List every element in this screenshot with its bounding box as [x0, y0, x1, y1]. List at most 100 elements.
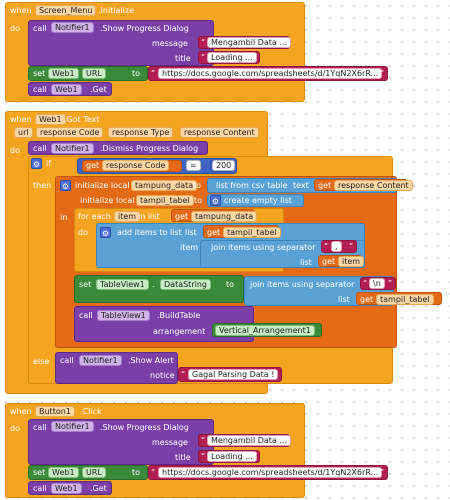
set-keyword: set [79, 280, 92, 289]
close-quote: ” [388, 279, 393, 288]
open-quote: “ [324, 242, 329, 251]
component-dropdown-button[interactable]: Button1 [35, 406, 75, 417]
mutator-gear-icon[interactable]: ⚙ [60, 180, 71, 191]
call-keyword: call [33, 484, 47, 493]
get-keyword: get [360, 295, 374, 304]
var-tampung-data[interactable]: tampung_data [131, 180, 198, 191]
do-keyword: do [10, 24, 20, 33]
message-text[interactable]: Mengambil Data ... [207, 435, 292, 446]
datastring-property-dropdown[interactable]: DataString [160, 279, 211, 290]
text-param-label: text [293, 181, 309, 190]
set-keyword: set [33, 468, 46, 477]
table-component-dropdown[interactable]: TableView1 [97, 310, 150, 321]
open-quote: “ [201, 452, 206, 461]
param-response-code[interactable]: response Code [36, 127, 104, 138]
get-method-name: .Get [90, 484, 107, 493]
tampung-data-dropdown[interactable]: tampung_data [191, 211, 258, 222]
create-empty-list-block[interactable] [207, 194, 304, 207]
separator-comma-text[interactable]: , [331, 241, 342, 252]
url-property-dropdown[interactable]: URL [82, 68, 106, 79]
mutator-gear-icon[interactable]: ⚙ [100, 227, 111, 238]
notifier-dropdown[interactable]: Notifier1 [51, 421, 94, 432]
method-name: .Show Progress Dialog [100, 24, 189, 33]
set-keyword: set [33, 69, 46, 78]
open-quote: “ [151, 69, 156, 78]
call-keyword: call [33, 24, 47, 33]
open-quote: “ [201, 53, 206, 62]
var-tampil-tabel[interactable]: tampil_tabel [136, 195, 194, 206]
param-url[interactable]: url [14, 127, 33, 138]
to-keyword: to [226, 280, 235, 289]
item-variable[interactable]: item [114, 211, 141, 222]
call-keyword: call [60, 356, 74, 365]
close-quote: ” [380, 69, 385, 78]
notifier-dropdown[interactable]: Notifier1 [51, 22, 94, 33]
tampil-tabel-dropdown[interactable]: tampil_tabel [223, 227, 281, 238]
close-quote: ” [253, 53, 258, 62]
when-keyword: when [10, 115, 32, 124]
mutator-gear-icon[interactable]: ⚙ [210, 195, 221, 206]
response-code-dropdown[interactable]: response Code [102, 160, 170, 171]
else-keyword: else [33, 357, 50, 366]
url-text[interactable]: https://docs.google.com/spreadsheets/d/1… [158, 467, 383, 478]
mutator-gear-icon[interactable]: ⚙ [31, 158, 42, 169]
web-component-dropdown[interactable]: Web1 [51, 84, 82, 95]
param-response-type[interactable]: response Type [108, 127, 174, 138]
web-component-dropdown[interactable]: Web1 [48, 467, 79, 478]
close-quote: ” [253, 452, 258, 461]
item-param-label: item [180, 243, 199, 252]
param-response-content[interactable]: response Content [180, 127, 259, 138]
notice-param-label: notice [150, 371, 175, 380]
response-content-dropdown[interactable]: response Content [334, 180, 413, 191]
dot: . [152, 280, 155, 289]
open-quote: “ [151, 468, 156, 477]
dot: . [76, 468, 79, 477]
web-component-dropdown[interactable]: Web1 [51, 483, 82, 494]
component-dropdown-web[interactable]: Web1 [35, 114, 66, 125]
notifier-dropdown[interactable]: Notifier1 [79, 355, 122, 366]
arrangement-dropdown[interactable]: Vertical_Arrangement1 [215, 325, 315, 336]
method-name: .Show Alert [128, 356, 174, 365]
get-keyword: get [86, 161, 100, 170]
join-items-label: join items using separator [211, 243, 316, 252]
call-keyword: call [79, 311, 93, 320]
tampil-tabel-dropdown[interactable]: tampil_tabel [376, 294, 434, 305]
message-text[interactable]: Mengambil Data ... [207, 37, 292, 48]
title-text[interactable]: Loading ... [207, 52, 257, 63]
when-keyword: when [10, 407, 32, 416]
number-value[interactable]: 200 [212, 160, 236, 171]
do-keyword: do [10, 424, 20, 433]
in-list-keyword: in list [138, 212, 160, 221]
join-items-label: join items using separator [250, 280, 355, 289]
list-param-label: list [338, 295, 350, 304]
operator-equals[interactable]: = [186, 160, 201, 171]
item-dropdown[interactable]: item [338, 256, 365, 267]
url-property-dropdown[interactable]: URL [82, 467, 106, 478]
to-keyword: to [132, 468, 141, 477]
message-param-label: message [152, 438, 188, 447]
method-name: .Show Progress Dialog [100, 423, 189, 432]
component-dropdown-screen-menu[interactable]: Screen_Menu [35, 5, 97, 16]
title-param-label: title [175, 453, 191, 462]
init-local-keyword: initialize local [80, 196, 135, 205]
web-component-dropdown[interactable]: Web1 [48, 68, 79, 79]
in-keyword: in [60, 213, 68, 222]
event-name: .Initialize [98, 6, 135, 15]
get-keyword: get [322, 257, 336, 266]
list-param-label: list [185, 228, 197, 237]
notifier-dropdown[interactable]: Notifier1 [51, 143, 94, 154]
separator-newline-text[interactable]: \n [369, 278, 385, 289]
event-name: .Got Text [64, 115, 100, 124]
to-keyword: to [132, 69, 141, 78]
method-name: .Dismiss Progress Dialog [100, 144, 199, 153]
title-text[interactable]: Loading ... [207, 451, 257, 462]
list-param-label: list [300, 258, 312, 267]
alert-text[interactable]: Gagal Parsing Data ! [188, 369, 279, 380]
arrangement-param-label: arrangement [153, 327, 206, 336]
init-local-keyword: initialize local [75, 181, 130, 190]
event-name: .Click [80, 407, 102, 416]
call-keyword: call [33, 85, 47, 94]
url-text[interactable]: https://docs.google.com/spreadsheets/d/1… [158, 68, 383, 79]
get-keyword: get [175, 212, 189, 221]
table-component-dropdown[interactable]: TableView1 [96, 279, 149, 290]
